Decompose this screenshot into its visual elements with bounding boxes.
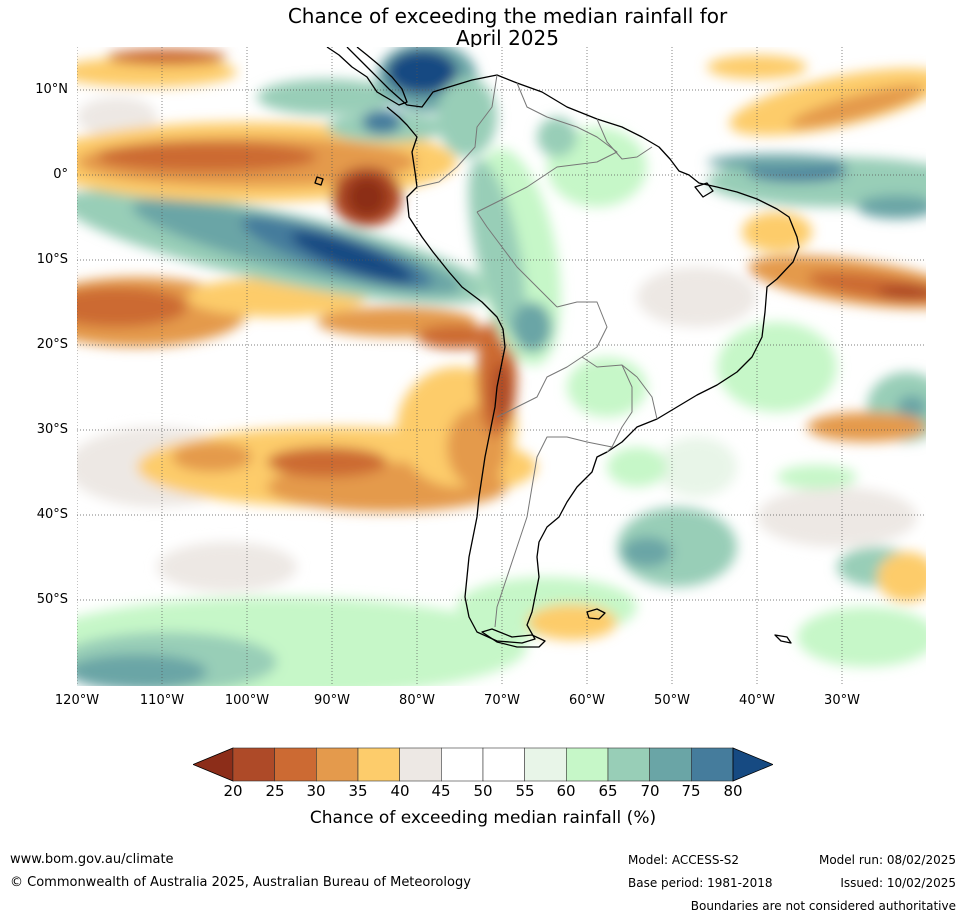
colorbar-bin-45-50 (441, 747, 484, 782)
lon-label-50w: 50°W (654, 693, 690, 708)
colorbar-bin-75-80 (691, 747, 734, 782)
colorbar (193, 747, 773, 782)
website-text: www.bom.gov.au/climate (10, 852, 174, 867)
south-georgia (774, 634, 792, 644)
colorbar-tick-30: 30 (306, 782, 326, 800)
colorbar-arrow-low (193, 747, 234, 782)
colorbar-bin-20-25 (232, 747, 275, 782)
colorbar-bin-35-40 (357, 747, 400, 782)
colorbar-tick-55: 55 (515, 782, 535, 800)
lon-label-60w: 60°W (569, 693, 605, 708)
marajo-island (694, 182, 714, 198)
lat-label-10s: 10°S (36, 252, 68, 267)
colorbar-arrow-high (732, 747, 773, 782)
colorbar-bin-50-55 (482, 747, 525, 782)
colorbar-bin-60-65 (566, 747, 609, 782)
colorbar-tick-75: 75 (681, 782, 701, 800)
south-america-coastline (346, 47, 800, 644)
lat-label-30s: 30°S (36, 422, 68, 437)
colorbar-bin-30-35 (316, 747, 359, 782)
model-text: Model: ACCESS-S2 (628, 853, 740, 867)
lon-label-100w: 100°W (224, 693, 270, 708)
issued-text: Issued: 10/02/2025 (840, 876, 956, 890)
copyright-text: © Commonwealth of Australia 2025, Austra… (10, 875, 471, 890)
base-period-text: Base period: 1981-2018 (628, 876, 773, 890)
lon-label-30w: 30°W (824, 693, 860, 708)
colorbar-tick-20: 20 (223, 782, 243, 800)
central-america-coastline (326, 47, 408, 106)
lon-label-110w: 110°W (139, 693, 185, 708)
colorbar-bin-70-75 (649, 747, 692, 782)
tierra-del-fuego (481, 628, 546, 648)
map-title-line2: April 2025 (456, 26, 559, 50)
model-run-text: Model run: 08/02/2025 (818, 853, 956, 867)
map-canvas (77, 47, 926, 686)
lon-label-80w: 80°W (399, 693, 435, 708)
colorbar-bin-25-30 (274, 747, 317, 782)
disclaimer-text: Boundaries are not considered authoritat… (690, 899, 956, 913)
colorbar-tick-35: 35 (348, 782, 368, 800)
rainfall-fields (77, 47, 926, 686)
country-borders (416, 74, 658, 628)
colorbar-tick-40: 40 (390, 782, 410, 800)
colorbar-tick-60: 60 (556, 782, 576, 800)
colorbar-bin-65-70 (607, 747, 650, 782)
colorbar-tick-70: 70 (640, 782, 660, 800)
rainfall-map (77, 47, 926, 686)
colorbar-tick-65: 65 (598, 782, 618, 800)
galapagos (314, 176, 324, 186)
colorbar-tick-80: 80 (723, 782, 743, 800)
map-gridlines (77, 47, 926, 686)
map-title-line1: Chance of exceeding the median rainfall … (287, 4, 728, 28)
falkland-islands (586, 608, 606, 620)
lat-label-50s: 50°S (36, 592, 68, 607)
lat-label-0: 0° (53, 167, 68, 182)
lon-label-70w: 70°W (484, 693, 520, 708)
coastlines (314, 47, 800, 648)
colorbar-tick-50: 50 (473, 782, 493, 800)
colorbar-tick-45: 45 (431, 782, 451, 800)
colorbar-bin-55-60 (524, 747, 567, 782)
lat-label-10n: 10°N (35, 82, 68, 97)
lon-label-120w: 120°W (54, 693, 100, 708)
colorbar-label: Chance of exceeding median rainfall (%) (309, 808, 657, 828)
colorbar-bin-40-45 (399, 747, 442, 782)
lon-label-40w: 40°W (739, 693, 775, 708)
lon-label-90w: 90°W (314, 693, 350, 708)
lat-label-20s: 20°S (36, 337, 68, 352)
lat-label-40s: 40°S (36, 507, 68, 522)
colorbar-tick-25: 25 (265, 782, 285, 800)
